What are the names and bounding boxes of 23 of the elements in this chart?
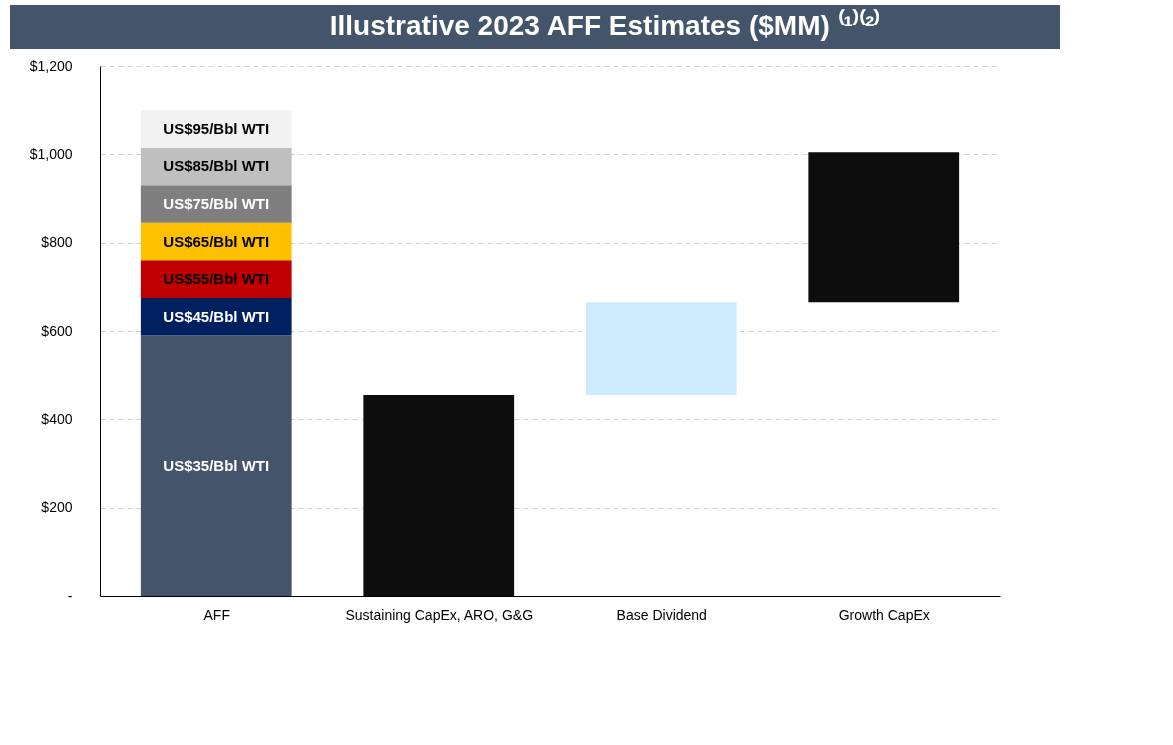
x-tick-label: Base Dividend bbox=[616, 606, 707, 623]
series-label: US$55/Bbl WTI bbox=[163, 270, 270, 288]
series-label: US$75/Bbl WTI bbox=[163, 195, 270, 213]
y-tick-label: $1,200 bbox=[29, 57, 73, 74]
bar bbox=[140, 335, 292, 596]
chart-title: Illustrative 2023 AFF Estimates ($MM) ⁽¹⁾⁽²⁾ bbox=[329, 9, 881, 41]
series-label: US$35/Bbl WTI bbox=[163, 456, 270, 474]
series-label: US$65/Bbl WTI bbox=[163, 232, 270, 250]
y-tick-label: $1,000 bbox=[29, 145, 73, 162]
bar bbox=[808, 152, 960, 303]
x-tick-label: AFF bbox=[203, 606, 230, 623]
y-tick-label: - bbox=[67, 587, 73, 604]
bar bbox=[585, 302, 737, 396]
y-tick-label: $600 bbox=[41, 322, 73, 339]
y-tick-label: $400 bbox=[41, 410, 73, 427]
series-label: US$85/Bbl WTI bbox=[163, 157, 270, 175]
series-label: US$95/Bbl WTI bbox=[163, 119, 270, 137]
x-tick-label: Sustaining CapEx, ARO, G&G bbox=[345, 606, 534, 623]
bar bbox=[363, 395, 515, 596]
series-label: US$45/Bbl WTI bbox=[163, 307, 270, 325]
y-tick-label: $200 bbox=[41, 499, 73, 516]
x-tick-label: Growth CapEx bbox=[838, 606, 930, 623]
y-tick-label: $800 bbox=[41, 234, 73, 251]
